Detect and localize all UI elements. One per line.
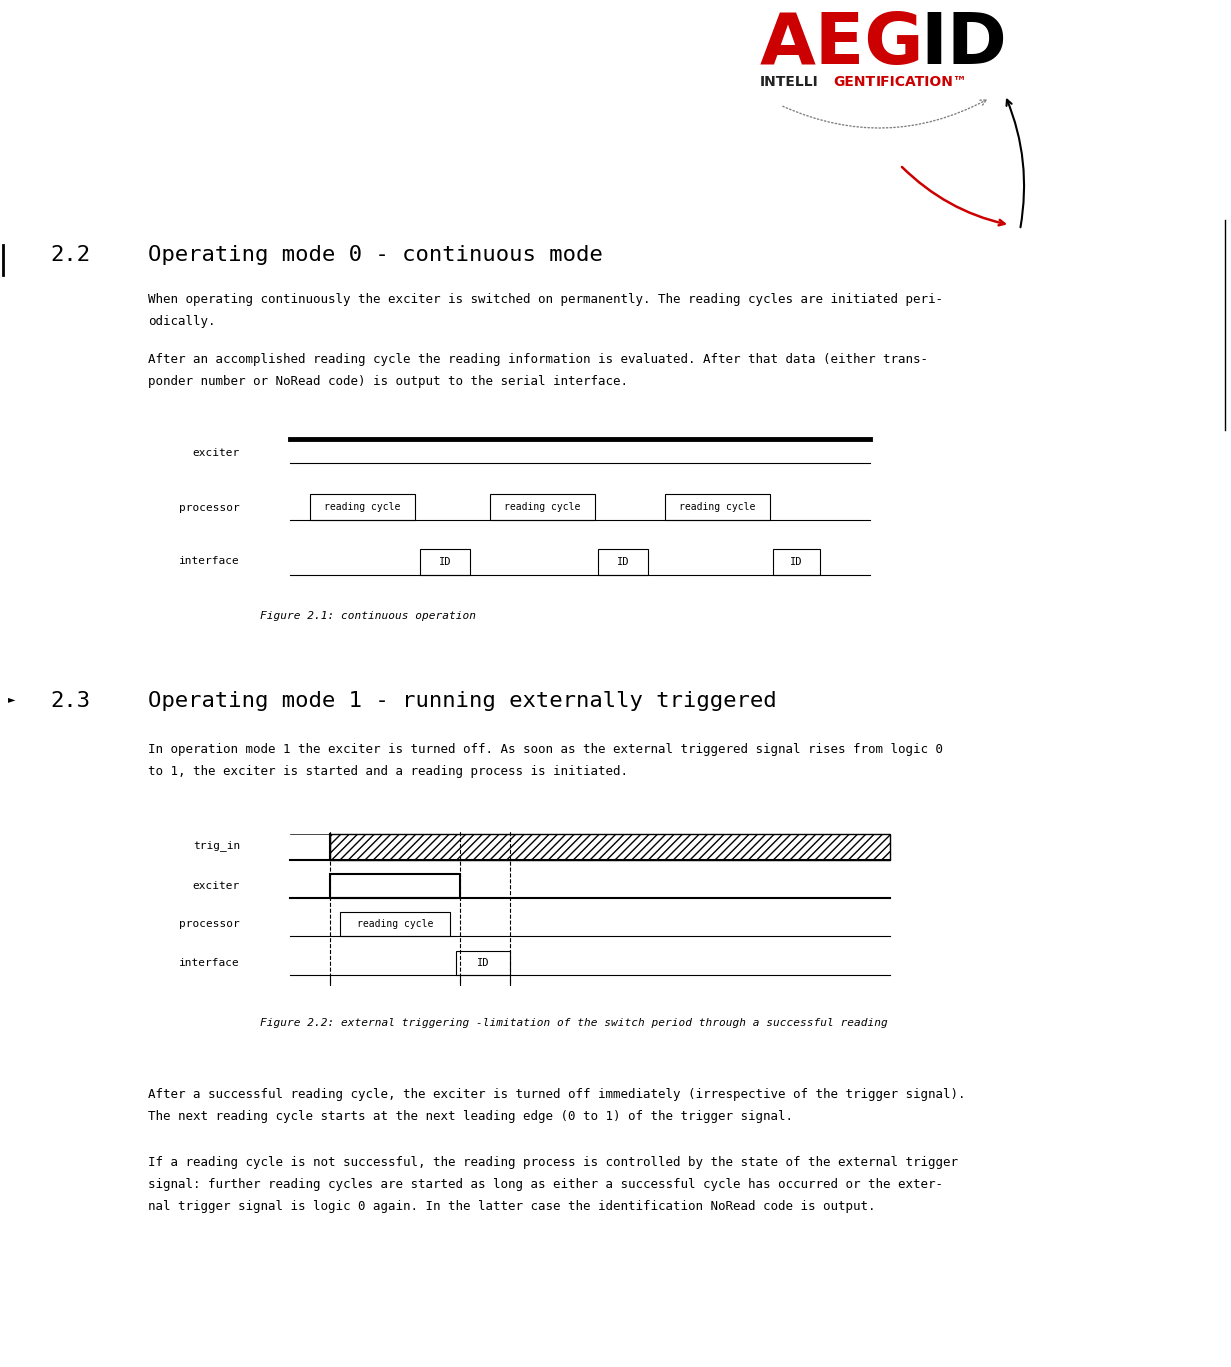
Text: exciter: exciter	[193, 880, 240, 891]
Text: processor: processor	[180, 503, 240, 513]
Text: ►: ►	[7, 694, 16, 704]
Text: to 1, the exciter is started and a reading process is initiated.: to 1, the exciter is started and a readi…	[148, 766, 628, 778]
Text: Figure 2.1: continuous operation: Figure 2.1: continuous operation	[260, 611, 476, 621]
Text: exciter: exciter	[193, 448, 240, 458]
Text: When operating continuously the exciter is switched on permanently. The reading : When operating continuously the exciter …	[148, 293, 943, 306]
Text: ponder number or NoRead code) is output to the serial interface.: ponder number or NoRead code) is output …	[148, 375, 628, 388]
Text: reading cycle: reading cycle	[680, 502, 756, 513]
Text: In operation mode 1 the exciter is turned off. As soon as the external triggered: In operation mode 1 the exciter is turne…	[148, 744, 943, 756]
Text: If a reading cycle is not successful, the reading process is controlled by the s: If a reading cycle is not successful, th…	[148, 1156, 958, 1169]
Text: trig_in: trig_in	[193, 841, 240, 852]
Text: reading cycle: reading cycle	[324, 502, 400, 513]
Text: 2.3: 2.3	[50, 690, 90, 711]
Text: signal: further reading cycles are started as long as either a successful cycle : signal: further reading cycles are start…	[148, 1178, 943, 1191]
Text: Figure 2.2: external triggering -limitation of the switch period through a succe: Figure 2.2: external triggering -limitat…	[260, 1018, 888, 1028]
Text: interface: interface	[180, 958, 240, 968]
Text: IFICATION™: IFICATION™	[876, 75, 968, 89]
Text: Operating mode 0 - continuous mode: Operating mode 0 - continuous mode	[148, 245, 603, 265]
Bar	[773, 550, 820, 576]
Text: 2.2: 2.2	[50, 245, 90, 265]
Bar	[340, 912, 451, 936]
Text: AEG: AEG	[760, 10, 924, 79]
Bar	[330, 874, 460, 898]
Bar	[330, 834, 890, 860]
Text: odically.: odically.	[148, 314, 215, 328]
Text: ID: ID	[920, 10, 1007, 79]
Text: Operating mode 1 - running externally triggered: Operating mode 1 - running externally tr…	[148, 690, 777, 711]
Text: ID: ID	[617, 556, 629, 567]
Text: ID: ID	[790, 556, 803, 567]
Text: nal trigger signal is logic 0 again. In the latter case the identification NoRea: nal trigger signal is logic 0 again. In …	[148, 1200, 875, 1213]
Bar	[665, 493, 771, 519]
Text: After a successful reading cycle, the exciter is turned off immediately (irrespe: After a successful reading cycle, the ex…	[148, 1088, 965, 1100]
Bar	[310, 493, 415, 519]
Text: After an accomplished reading cycle the reading information is evaluated. After : After an accomplished reading cycle the …	[148, 353, 928, 366]
Text: The next reading cycle starts at the next leading edge (0 to 1) of the trigger s: The next reading cycle starts at the nex…	[148, 1110, 793, 1124]
Bar	[490, 493, 595, 519]
Bar	[420, 550, 470, 576]
Text: reading cycle: reading cycle	[357, 919, 433, 930]
Text: GENT: GENT	[833, 75, 875, 89]
Text: interface: interface	[180, 556, 240, 566]
Text: INTELLI: INTELLI	[760, 75, 819, 89]
Text: ID: ID	[476, 958, 489, 968]
Text: ID: ID	[438, 556, 452, 567]
Bar	[455, 951, 510, 975]
Bar	[598, 550, 648, 576]
Text: reading cycle: reading cycle	[505, 502, 581, 513]
Text: processor: processor	[180, 919, 240, 930]
